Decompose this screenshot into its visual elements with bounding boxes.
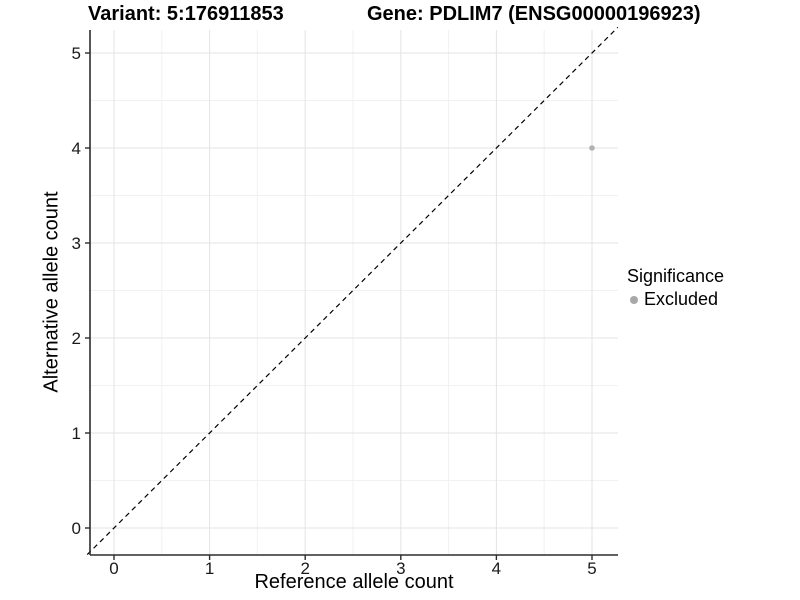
plot-title-variant: Variant: 5:176911853 [88, 3, 284, 25]
legend-point-icon [630, 295, 638, 304]
legend: Significance Excluded [627, 266, 724, 310]
x-tick-label: 0 [109, 559, 118, 578]
y-tick-label: 4 [72, 139, 81, 158]
y-tick-label: 5 [72, 44, 81, 63]
y-tick-label: 3 [72, 234, 81, 253]
legend-item-excluded: Excluded [627, 289, 724, 310]
x-tick-label: 3 [396, 559, 405, 578]
legend-title: Significance [627, 266, 725, 286]
x-axis-title: Reference allele count [254, 571, 454, 593]
identity-dashed-line [86, 26, 619, 556]
legend-item-label: Excluded [644, 289, 719, 309]
x-tick-label: 1 [205, 559, 214, 578]
x-tick-label: 4 [492, 559, 501, 578]
y-axis-title: Alternative allele count [40, 191, 63, 393]
y-tick-label: 1 [72, 424, 81, 443]
data-point [589, 145, 595, 151]
x-tick-label: 5 [587, 559, 596, 578]
plot-panel-svg: 0 1 2 3 4 5 0 1 2 3 4 5 [72, 26, 619, 578]
x-tick-label: 2 [300, 559, 309, 578]
y-tick-label: 2 [72, 329, 81, 348]
y-tick-label: 0 [72, 519, 81, 538]
plot-title-gene: Gene: PDLIM7 (ENSG00000196923) [367, 3, 701, 25]
